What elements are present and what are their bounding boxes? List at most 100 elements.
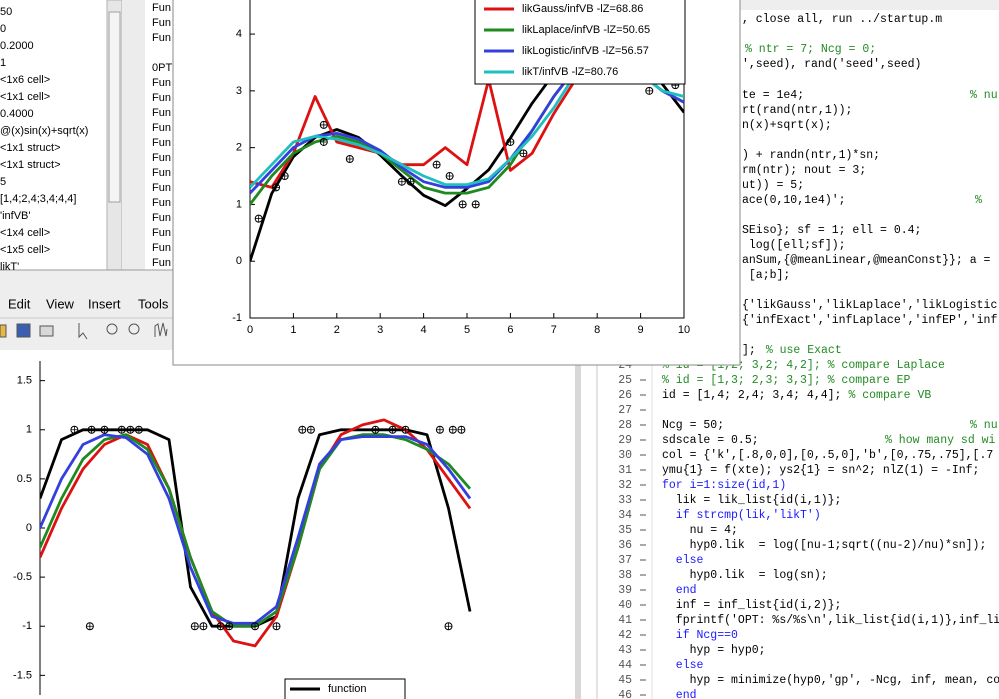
code-line: {'infExact','infLaplace','infEP','inf [742, 314, 997, 327]
point-cross [398, 178, 406, 186]
point-cross [389, 426, 397, 434]
variable-value: <1x5 cell> [0, 244, 50, 256]
scroll-thumb[interactable] [108, 11, 121, 203]
code-comment: % id = [1,3; 2,3; 3,3]; % compare EP [662, 374, 911, 387]
line-number: 36 [618, 539, 632, 552]
icon-save[interactable] [16, 323, 31, 338]
point-cross [281, 172, 289, 180]
y-tick-label: 0.5 [17, 473, 32, 485]
series-line [40, 418, 472, 648]
code-line: if strcmp(lik,'likT') [662, 509, 821, 522]
point-cross [402, 426, 409, 434]
x-tick-label: 2 [334, 324, 340, 336]
code-line: col = {'k',[.8,0,0],[0,.5,0],'b',[0,.75,… [662, 449, 993, 462]
point-cross [449, 426, 457, 434]
line-number: 38 [618, 569, 632, 582]
variable-value: 5 [0, 176, 6, 188]
x-tick-label: 3 [377, 324, 383, 336]
variable-value: <1x1 struct> [0, 142, 61, 154]
y-tick-label: -1 [22, 620, 32, 632]
point-cross [272, 183, 280, 191]
point-cross [191, 622, 199, 630]
code-line: , close all, run ../startup.m [742, 13, 942, 26]
code-comment: % [975, 194, 982, 207]
y-tick-label: 1.5 [17, 375, 32, 387]
line-number: 35 [618, 524, 632, 537]
code-line: for i=1:size(id,1) [662, 479, 786, 492]
code-line: rt(rand(ntr,1)); [742, 104, 852, 117]
point-cross [70, 426, 78, 434]
point-cross [86, 622, 94, 630]
code-line: else [662, 659, 704, 672]
point-cross [459, 200, 467, 208]
icon-zoom-out[interactable] [128, 323, 140, 335]
command-output: Fun Fun Fun 0PT Fun Fun Fun Fun Fun Fun Fun Fun Fun F… [152, 2, 172, 269]
point-cross [446, 172, 454, 180]
figure-canvas [0, 350, 575, 699]
point-cross [407, 178, 415, 186]
code-line: end [662, 689, 697, 699]
code-line: lik = lik_list{id(i,1)}; [662, 494, 841, 507]
code-line: anSum,{@meanLinear,@meanConst}}; a = [742, 254, 991, 267]
point-cross [251, 622, 259, 630]
code-comment: % nu [970, 419, 998, 432]
legend-label: likLogistic/infVB -lZ=56.57 [522, 45, 649, 57]
variable-value: @(x)sin(x)+sqrt(x) [0, 125, 88, 137]
output-line: Fun [152, 182, 171, 194]
point-cross [118, 426, 126, 434]
menu-item[interactable]: Edit [8, 296, 31, 311]
icon-open[interactable] [0, 324, 7, 338]
y-tick-label: 0 [236, 255, 242, 267]
icon-pan[interactable] [154, 322, 168, 337]
code-line: sdscale = 0.5; [662, 434, 759, 447]
point-cross [472, 200, 480, 208]
x-tick-label: 0 [247, 324, 253, 336]
code-line: Ncg = 50; [662, 419, 724, 432]
code-line: fprintf('OPT: %s/%s\n',lik_list{id(i,1)}… [662, 614, 999, 627]
output-line: Fun [152, 17, 171, 29]
icon-zoom-in[interactable] [106, 323, 118, 335]
code-line: id = [1,4; 2,4; 3,4; 4,4]; [662, 389, 841, 402]
code-line: n(x)+sqrt(x); [742, 119, 832, 132]
variable-value: <1x6 cell> [0, 74, 50, 86]
line-number: 40 [618, 599, 632, 612]
icon-pointer[interactable] [78, 323, 88, 340]
code-line: ymu{1} = f(xte); ys2{1} = sn^2; nlZ(1) =… [662, 464, 979, 477]
output-line: Fun [152, 212, 171, 224]
line-number: 41 [618, 614, 632, 627]
code-line: else [662, 554, 704, 567]
point-cross [273, 622, 280, 630]
point-cross [307, 426, 315, 434]
code-comment: % compare VB [848, 389, 931, 402]
line-number: 29 [618, 434, 632, 447]
code-line: ) + randn(ntr,1)*sn; [742, 149, 880, 162]
legend-label: likGauss/infVB -lZ=68.86 [522, 3, 643, 15]
icon-print[interactable] [39, 325, 54, 337]
code-line: hyp = hyp0; [662, 644, 766, 657]
menu-item[interactable]: Tools [138, 296, 169, 311]
point-cross [506, 138, 514, 146]
legend-label: function [328, 683, 367, 695]
legend: likGauss/infVB -lZ=68.86 likLaplace/infVB… [484, 3, 650, 78]
point-cross [320, 138, 328, 146]
point-cross [371, 426, 379, 434]
legend-label: likT/infVB -lZ=80.76 [522, 66, 618, 78]
line-number: 26 [618, 389, 632, 402]
output-line: Fun [152, 257, 171, 269]
y-tick-label: -0.5 [13, 571, 32, 583]
menu-item[interactable]: View [46, 296, 75, 311]
variable-value: [1,4;2,4;3,4;4,4] [0, 193, 76, 205]
variable-value: <1x1 struct> [0, 159, 61, 171]
legend-box [474, 0, 686, 85]
y-tick-label: 0 [26, 522, 32, 534]
point-cross [101, 426, 108, 434]
output-line: Fun [152, 122, 171, 134]
output-line: Fun [152, 137, 171, 149]
x-tick-label: 9 [638, 324, 644, 336]
menu-item[interactable]: Insert [88, 296, 121, 311]
y-tick-label: 1 [26, 424, 32, 436]
code-line: ',seed), rand('seed',seed) [742, 58, 921, 71]
line-number: 34 [618, 509, 632, 522]
x-tick-label: 4 [421, 324, 427, 336]
variable-value: 'infVB' [0, 210, 31, 222]
